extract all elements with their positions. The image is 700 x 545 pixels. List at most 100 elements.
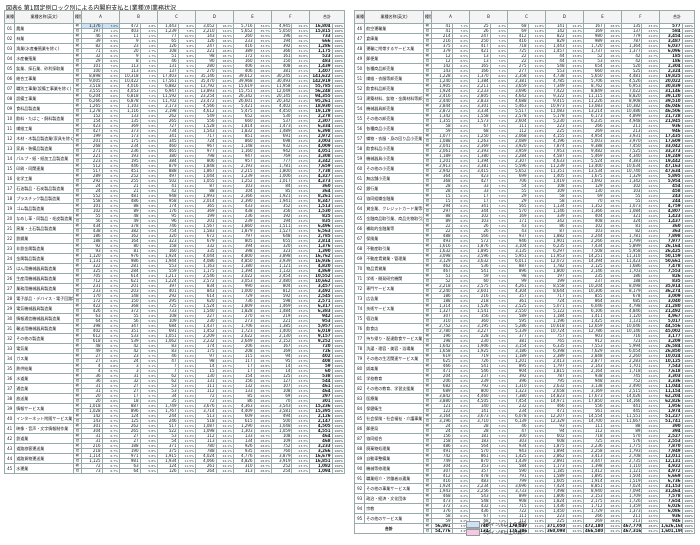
- header-total: 合計: [658, 10, 696, 24]
- total-cell: 141,622: [308, 73, 333, 79]
- table-row: 旧 426 6.7% 372 5.8% 733 11.5% 1,540 24.1% 1,828 28…: [5, 308, 346, 314]
- summary-total: 1,626,168: [658, 523, 683, 529]
- industry-code: 22: [3, 233, 16, 244]
- industry-code: 48: [353, 43, 366, 54]
- industry-code: 94: [353, 503, 366, 514]
- industry-name: 職別工事業(設備工事業を除く): [14, 83, 74, 94]
- industry-code: 46: [353, 23, 366, 34]
- industry-name: パルプ・紙・紙加工品製造業: [14, 153, 74, 164]
- industry-name: 広告業: [364, 293, 424, 304]
- summary-value: 56,891: [431, 523, 453, 529]
- header-col-d: D: [544, 10, 584, 24]
- table-row: 旧 1,632 6.2% 1,895 7.2% 3,135 11.9% 6,297 23.8% 7…: [355, 248, 696, 254]
- industry-code: 92: [353, 483, 366, 494]
- industry-name: その他の卸売業: [364, 113, 424, 124]
- table-row: 18 プラスチック製品製造業新 552 6.7% 481 5.8% 948 11.5% 1,99…: [3, 193, 346, 204]
- industry-code: 44: [3, 453, 16, 464]
- industry-code: 34: [3, 353, 16, 364]
- industry-code: 08: [3, 93, 16, 104]
- industry-name: インターネット附随サービス業: [14, 413, 74, 424]
- industry-code: 47: [353, 33, 366, 44]
- table-row: 78 洗濯・理容・美容・浴場業新 1,642 6.2% 1,906 7.2% 3,154 11…: [353, 343, 696, 354]
- industry-name: 飲食料品卸売業: [364, 83, 424, 94]
- industry-name: 物品賃貸業: [364, 263, 424, 274]
- industry-name: 道路旅客運送業: [14, 443, 74, 454]
- table-row: 旧 188 6.7% 164 5.8% 323 11.5% 679 24.1% 805 28.6% 6…: [5, 238, 346, 244]
- industry-code: 68: [353, 243, 366, 254]
- industry-code: 93: [353, 493, 366, 504]
- industry-name: 専門サービス業: [364, 283, 424, 294]
- header-name: 業種名称(英文): [364, 10, 424, 24]
- summary-value: 466,580: [582, 528, 605, 534]
- table-row: 40 インターネット附随サービス業新 142 6.7% 124 5.8% 244 11.5% 5…: [3, 413, 346, 424]
- table-row: 旧 471 6.2% 546 7.2% 904 11.9% 1,815 23.8% 2,164 28…: [355, 368, 696, 374]
- legend-swatch-pink: [466, 529, 480, 536]
- industry-code: 43: [3, 443, 16, 454]
- industry-code: 95: [353, 513, 366, 524]
- industry-name: 職業紹介・労働者派遣業: [364, 473, 424, 484]
- industry-name: 各種商品卸売業: [364, 63, 424, 74]
- table-row: 旧 749 6.2% 870 7.2% 1,439 11.9% 2,891 23.8% 3,447…: [355, 458, 696, 464]
- industry-name: 学術・開発研究機関: [364, 273, 424, 284]
- industry-code: 63: [353, 193, 366, 204]
- industry-name: その他の教育、学習支援業: [364, 383, 424, 394]
- industry-name: 情報サービス業: [14, 403, 74, 414]
- table-row: 旧 304 6.7% 265 5.8% 522 11.5% 1,098 24.1% 1,303 28…: [5, 428, 346, 434]
- industry-name: 石油製品・石炭製品製造業: [14, 183, 74, 194]
- industry-code: 03: [3, 43, 16, 54]
- industry-code: 79: [353, 353, 366, 364]
- table-row: 旧 493 6.2% 572 7.2% 946 11.9% 1,901 23.8% 2,266 28…: [355, 238, 696, 244]
- industry-code: 23: [3, 243, 16, 254]
- industry-name: 水運業: [14, 463, 74, 474]
- table-row: 30 情報通信機械器具製造業新 63 6.7% 55 5.8% 108 11.5% 227 24.…: [3, 313, 346, 324]
- table-row: 旧 100 7.1% 113 8.0% 137 9.7% 270 19.2% 406 28.9% 38…: [5, 68, 346, 74]
- industry-name: 宗教: [364, 503, 424, 514]
- industry-code: 66: [353, 223, 366, 234]
- industry-code: 31: [3, 323, 16, 334]
- industry-name: 放送業: [14, 393, 74, 404]
- industry-code: 51: [353, 73, 366, 84]
- left-table: 業種コード 業種名称(英文) 種別 A B C D E F 合計 01農業新1,…: [3, 10, 346, 474]
- industry-name: 協同組合: [364, 433, 424, 444]
- industry-name: 娯楽業: [364, 363, 424, 374]
- industry-code: 11: [3, 123, 16, 134]
- legend: 5ポイント以上の増加 5ポイント以上の減少: [466, 521, 526, 537]
- header-col-a: A: [431, 10, 470, 24]
- header-type: 種別: [422, 10, 433, 24]
- summary-total-share: 100%: [681, 528, 696, 534]
- industry-code: 90: [353, 463, 366, 474]
- industry-name: 運輸に附帯するサービス業: [364, 43, 424, 54]
- industry-code: 69: [353, 253, 366, 264]
- industry-code: 62: [353, 183, 366, 194]
- table-row: 87 協同組合新 156 6.2% 181 7.2% 300 11.9% 602 23.8% 718…: [353, 433, 696, 444]
- industry-name: 水道業: [14, 373, 74, 384]
- total-cell: 1,094: [308, 468, 333, 474]
- industry-name: 家具・装備品製造業: [14, 143, 74, 154]
- header-col-c: C: [156, 10, 196, 24]
- table-row: 旧 3,880 6.2% 4,505 7.2% 7,454 11.9% 14,971 23.8%…: [355, 398, 696, 404]
- industry-name: 宿泊業: [364, 313, 424, 324]
- value-cell: 73: [81, 468, 103, 474]
- industry-code: 12: [3, 133, 16, 144]
- table-row: 旧 218 6.7% 190 5.8% 375 11.5% 788 24.1% 935 28.6% 7…: [5, 448, 346, 454]
- share-cell: 28.6%: [253, 468, 272, 474]
- table-row: 27 業務用機械器具製造業新 231 6.7% 201 5.8% 397 11.5% 834 24…: [3, 283, 346, 294]
- table-row: 旧 158 6.2% 183 7.2% 303 11.9% 608 23.8% 725 28.4% 5…: [355, 438, 696, 444]
- summary-value: 467,316: [620, 528, 643, 534]
- industry-code: 06: [3, 73, 16, 84]
- industry-name: 情報通信機械器具製造業: [14, 313, 74, 324]
- share-cell: 6.7%: [101, 468, 121, 474]
- table-row: 旧 3,555 6.3% 4,053 7.2% 6,947 12.4% 13,893 24.7%…: [5, 88, 346, 94]
- industry-code: 33: [3, 343, 16, 354]
- industry-name: 各種商品小売業: [364, 123, 424, 134]
- industry-code: 57: [353, 133, 366, 144]
- industry-code: 27: [3, 283, 16, 294]
- industry-code: 25: [3, 263, 16, 274]
- header-col-e: E: [232, 10, 272, 24]
- header-col-b: B: [469, 10, 508, 24]
- industry-code: 20: [3, 213, 16, 224]
- industry-name: 補助的金融業等: [364, 223, 424, 234]
- industry-code: 84: [353, 403, 366, 414]
- summary-share: 29.2%: [641, 528, 660, 534]
- industry-code: 36: [3, 373, 16, 384]
